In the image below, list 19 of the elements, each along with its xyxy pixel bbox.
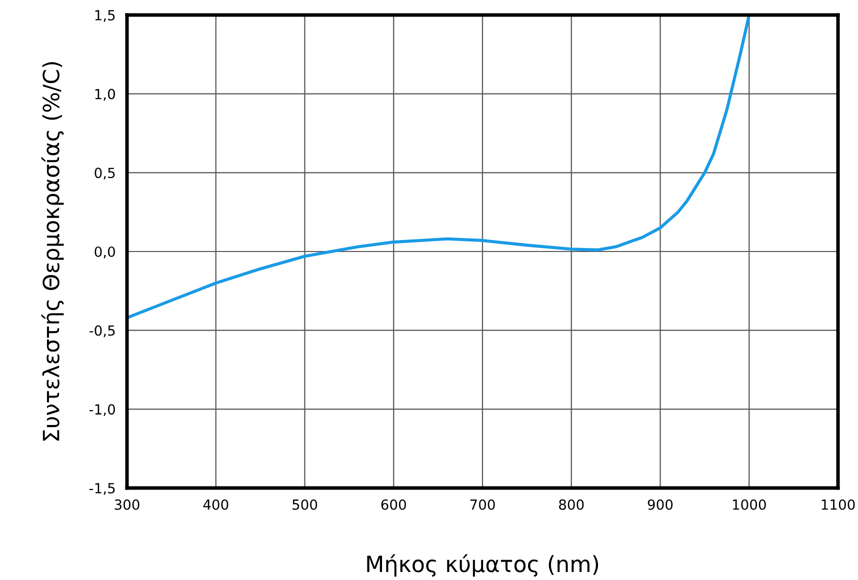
x-axis-title: Μήκος κύματος (nm) — [367, 554, 598, 577]
y-axis-title: Συντελεστής Θερμοκρασίας (%/C) — [41, 62, 64, 441]
x-tick-label: 400 — [203, 499, 228, 510]
y-tick-label: -1,5 — [89, 483, 115, 495]
y-tick-label: -1,0 — [89, 404, 115, 416]
x-tick-label: 900 — [648, 499, 673, 510]
line-series — [127, 15, 751, 320]
x-tick-label: 300 — [114, 499, 140, 510]
y-tick-label: 1,0 — [95, 88, 115, 101]
x-tick-label: 800 — [559, 499, 584, 510]
y-tick-label: 1,5 — [95, 10, 115, 22]
x-tick-label: 700 — [470, 499, 495, 510]
x-tick-label: 500 — [292, 499, 318, 510]
x-tick-label: 1100 — [822, 499, 855, 510]
y-tick-label: -0,5 — [89, 325, 115, 338]
y-tick-label: 0,0 — [94, 246, 115, 258]
x-tick-label: 600 — [381, 499, 406, 510]
y-tick-label: 0,5 — [94, 168, 115, 180]
x-tick-label: 1000 — [732, 499, 766, 510]
